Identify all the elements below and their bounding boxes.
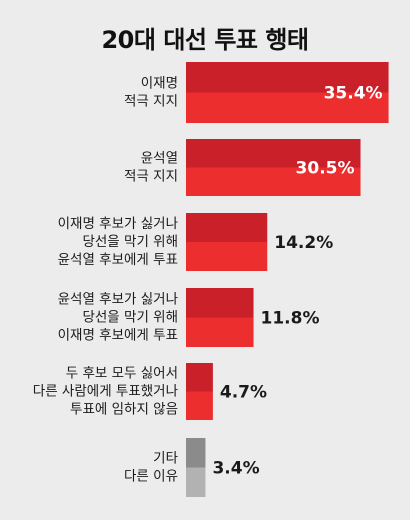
category-label-3-line-2: 이재명 후보에게 투표: [58, 328, 178, 344]
category-label-1-line-1: 적극 지지: [124, 169, 178, 185]
category-label-5-line-0: 기타: [153, 451, 178, 467]
category-label-0-line-0: 이재명: [141, 76, 178, 92]
bar-2-top: [186, 213, 268, 242]
category-label-3-line-0: 윤석열 후보가 싫거나: [58, 292, 178, 308]
category-label-2-line-0: 이재명 후보가 싫거나: [58, 216, 178, 232]
category-label-3-line-1: 당선을 막기 위해: [82, 310, 178, 326]
bar-4-top: [186, 363, 213, 392]
bar-3-bottom: [186, 317, 254, 347]
bar-2-bottom: [186, 242, 268, 271]
category-label-1-line-0: 윤석열: [141, 151, 178, 167]
chart-title: 20대 대선 투표 행태: [101, 26, 309, 54]
category-label-4-line-1: 다른 사람에게 투표했거나: [33, 384, 178, 400]
category-label-0-line-1: 적극 지지: [124, 94, 178, 110]
bar-5-bottom: [186, 467, 206, 497]
data-label-4: 4.7%: [220, 383, 267, 403]
bar-0-bottom: [186, 92, 389, 123]
bar-4-bottom: [186, 391, 213, 420]
data-label-3: 11.8%: [261, 309, 320, 329]
bar-0-top: [186, 62, 389, 93]
bar-1-bottom: [186, 167, 361, 196]
data-label-5: 3.4%: [212, 459, 259, 479]
bar-1-top: [186, 139, 361, 168]
bar-3-top: [186, 288, 254, 318]
category-label-5-line-1: 다른 이유: [124, 469, 178, 485]
category-label-4-line-0: 두 후보 모두 싫어서: [66, 366, 178, 382]
category-label-4-line-2: 투표에 임하지 않음: [70, 402, 178, 418]
category-label-2-line-1: 당선을 막기 위해: [82, 234, 178, 250]
data-label-2: 14.2%: [274, 233, 333, 253]
bar-5-top: [186, 438, 206, 468]
data-label-1: 30.5%: [296, 159, 355, 179]
category-label-2-line-2: 윤석열 후보에게 투표: [58, 252, 178, 268]
data-label-0: 35.4%: [324, 84, 383, 104]
